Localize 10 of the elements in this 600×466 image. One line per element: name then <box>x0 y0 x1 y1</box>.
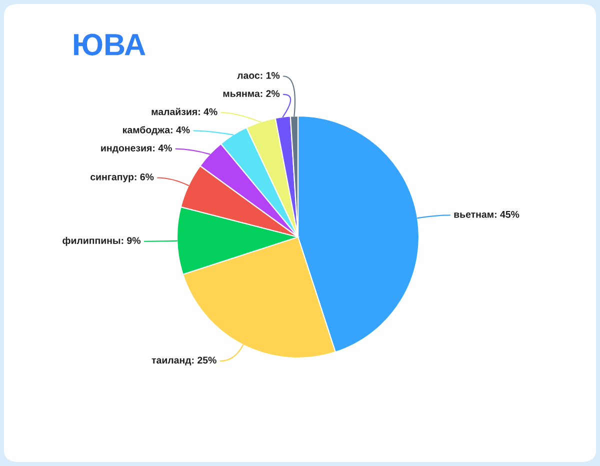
slice-label: сингапур: 6% <box>90 173 154 182</box>
slice-label: филиппины: 9% <box>62 236 141 246</box>
chart-title: ЮВА <box>74 34 146 56</box>
slice-label: индонезия: 4% <box>101 144 172 154</box>
slice-label: малайзия: 4% <box>152 108 218 116</box>
slice-label: таиланд: 25% <box>152 356 216 366</box>
slice-label: камбоджа: 4% <box>123 126 190 136</box>
slice-label: лаос: 1% <box>237 72 280 79</box>
slice-label: мьянма: 2% <box>223 90 280 98</box>
slice-label: вьетнам: 45% <box>454 210 520 218</box>
